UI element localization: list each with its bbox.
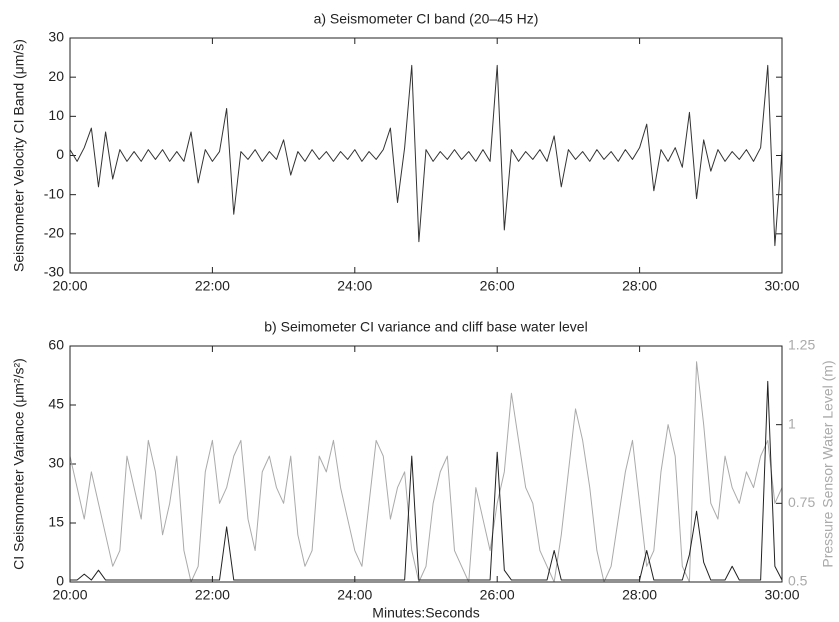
x-tick-label: 22:00	[195, 278, 230, 294]
y-tick-label: -10	[44, 185, 64, 201]
chart-title: b) Seimometer CI variance and cliff base…	[264, 319, 587, 335]
y-tick-label: 30	[48, 455, 64, 471]
y-tick-label: 30	[48, 29, 64, 45]
x-tick-label: 20:00	[52, 278, 87, 294]
plot-frame	[69, 345, 783, 583]
x-tick-label: 24:00	[337, 587, 372, 603]
series-line	[70, 380, 783, 581]
x-tick-label: 22:00	[195, 587, 230, 603]
y2-tick-label: 0.5	[788, 573, 808, 589]
plot-frame	[69, 37, 783, 274]
x-tick-label: 24:00	[337, 278, 372, 294]
y-tick-label: 0	[56, 146, 64, 162]
series-line	[69, 361, 783, 583]
y2-tick-label: 1	[788, 415, 796, 431]
y-tick-label: -30	[44, 264, 64, 280]
y-tick-label: 15	[48, 514, 64, 530]
y2-axis-label: Pressure Sensor Water Level (m)	[820, 360, 836, 567]
x-tick-label: 26:00	[480, 587, 515, 603]
x-tick-label: 26:00	[480, 278, 515, 294]
x-tick-label: 28:00	[622, 278, 657, 294]
y-axis-label: Seismometer Velocity CI Band (μm/s)	[11, 39, 27, 272]
series-line	[69, 64, 783, 247]
y-tick-label: 0	[56, 573, 64, 589]
y-tick-label: 10	[48, 107, 64, 123]
y-tick-label: 60	[48, 337, 64, 353]
y2-tick-label: 1.25	[788, 337, 815, 353]
y2-tick-label: 0.75	[788, 494, 815, 510]
x-tick-label: 30:00	[764, 587, 799, 603]
x-tick-label: 28:00	[622, 587, 657, 603]
x-tick-label: 30:00	[764, 278, 799, 294]
chart-title: a) Seismometer CI band (20–45 Hz)	[314, 11, 539, 27]
y-tick-label: 45	[48, 396, 64, 412]
x-tick-label: 20:00	[52, 587, 87, 603]
y-axis-label: CI Seismometer Variance (μm²/s²)	[11, 358, 27, 570]
y-tick-label: 20	[48, 68, 64, 84]
y-tick-label: -20	[44, 225, 64, 241]
x-axis-label: Minutes:Seconds	[372, 605, 479, 621]
